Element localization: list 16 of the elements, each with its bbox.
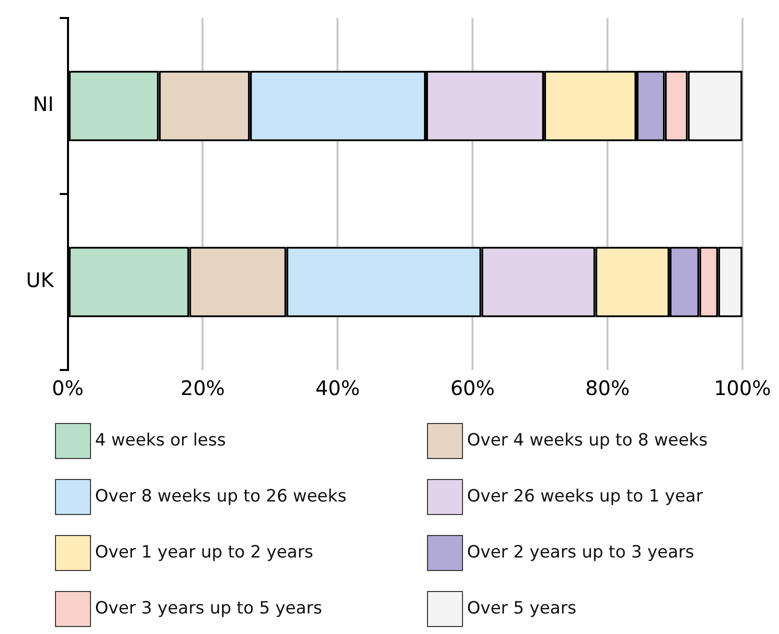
legend-label: Over 3 years up to 5 years <box>95 598 322 618</box>
legend-label: Over 26 weeks up to 1 year <box>467 486 703 506</box>
x-tick-label: 60% <box>450 376 495 400</box>
legend-label: Over 5 years <box>467 598 576 618</box>
x-tick-label: 80% <box>585 376 630 400</box>
y-tick-label: UK <box>26 268 55 292</box>
y-tick-label: NI <box>32 92 54 116</box>
legend-label: Over 4 weeks up to 8 weeks <box>467 430 708 450</box>
x-tick-label: 40% <box>315 376 360 400</box>
x-tick-label: 100% <box>714 376 772 400</box>
legend-label: 4 weeks or less <box>95 430 226 450</box>
x-tick-label: 0% <box>52 376 84 400</box>
legend-label: Over 2 years up to 3 years <box>467 542 694 562</box>
x-tick-label: 20% <box>180 376 225 400</box>
legend-label: Over 8 weeks up to 26 weeks <box>95 486 347 506</box>
legend-label: Over 1 year up to 2 years <box>95 542 314 562</box>
